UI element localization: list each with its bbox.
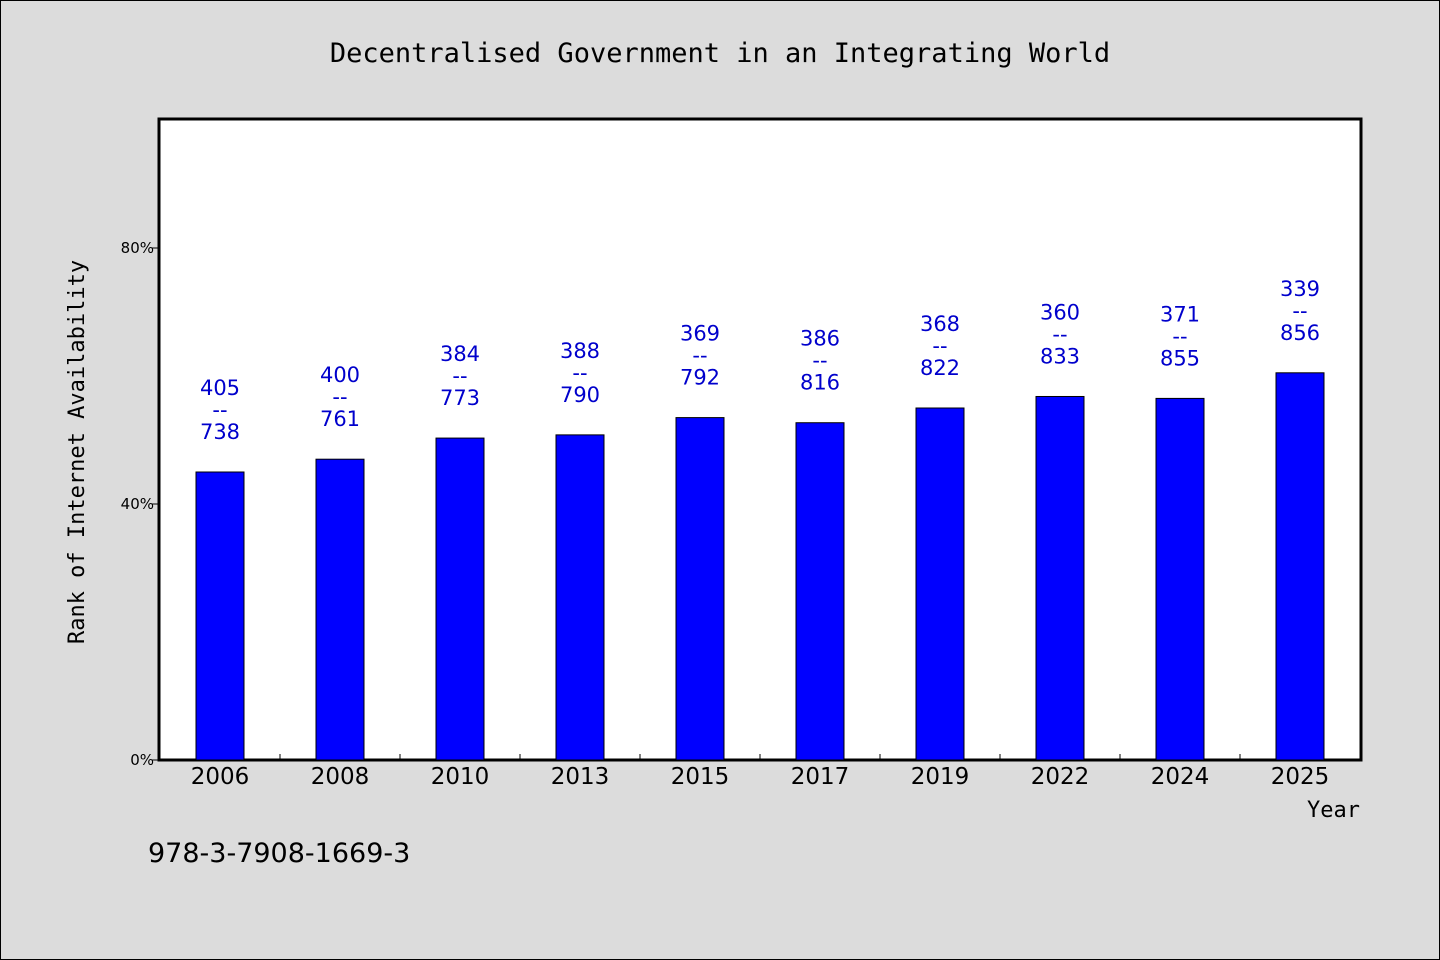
- bar-labels: 405--738400--761384--773388--790369--792…: [200, 277, 1320, 444]
- bar-label-separator: --: [1052, 322, 1067, 346]
- bar-label-separator: --: [1172, 324, 1187, 348]
- x-tick-label: 2025: [1271, 764, 1330, 790]
- bar-label-bottom: 833: [1040, 344, 1080, 368]
- footer-code: 978-3-7908-1669-3: [148, 838, 410, 869]
- x-tick-label: 2013: [551, 764, 610, 790]
- bar-label-top: 388: [560, 339, 600, 363]
- x-tick-label: 2006: [191, 764, 250, 790]
- bar: [315, 458, 365, 761]
- x-axis-label: Year: [1307, 798, 1360, 823]
- x-tick-label: 2015: [671, 764, 730, 790]
- bar: [675, 417, 725, 761]
- x-tick-label: 2024: [1151, 764, 1210, 790]
- bar-label-separator: --: [212, 398, 227, 422]
- bar-label-separator: --: [452, 364, 467, 388]
- bar: [795, 422, 845, 761]
- bar-label-bottom: 790: [560, 383, 600, 407]
- bar-label-top: 400: [320, 363, 360, 387]
- bar-label-top: 369: [680, 322, 720, 346]
- bar-label-top: 405: [200, 376, 240, 400]
- bar-label-bottom: 773: [440, 386, 480, 410]
- bars: [195, 372, 1325, 761]
- bar-label-separator: --: [332, 385, 347, 409]
- bar: [915, 407, 965, 761]
- y-axis: 0% 40% 80%: [121, 239, 160, 769]
- bar-label-separator: --: [692, 344, 707, 368]
- chart-title: Decentralised Government in an Integrati…: [330, 38, 1110, 69]
- bar-label-separator: --: [932, 334, 947, 358]
- bar-label-top: 386: [800, 327, 840, 351]
- bar-label-bottom: 761: [320, 407, 360, 431]
- bar: [555, 434, 605, 761]
- y-tick-label: 40%: [121, 495, 154, 513]
- bar-label-separator: --: [572, 361, 587, 385]
- bar-label-separator: --: [1292, 299, 1307, 323]
- bar-label-top: 339: [1280, 277, 1320, 301]
- bar: [1275, 372, 1325, 761]
- bar-label-top: 384: [440, 342, 480, 366]
- y-tick-label: 0%: [130, 751, 154, 769]
- bar-label-bottom: 816: [800, 371, 840, 395]
- bar-label-bottom: 855: [1160, 346, 1200, 370]
- bar: [1035, 395, 1085, 761]
- bar-label-bottom: 856: [1280, 321, 1320, 345]
- bar-label-bottom: 792: [680, 366, 720, 390]
- bar: [1155, 397, 1205, 761]
- bar: [435, 437, 485, 761]
- bar-label-bottom: 738: [200, 420, 240, 444]
- x-tick-label: 2022: [1031, 764, 1090, 790]
- bar: [195, 471, 245, 761]
- x-axis: 2006 2008 2010 2013 2015 2017 2019 2022 2024 2025: [191, 754, 1330, 790]
- x-tick-label: 2008: [311, 764, 370, 790]
- bar-label-top: 368: [920, 312, 960, 336]
- bar-label-top: 360: [1040, 300, 1080, 324]
- bar-label-top: 371: [1160, 302, 1200, 326]
- y-tick-label: 80%: [121, 239, 154, 257]
- x-tick-label: 2017: [791, 764, 850, 790]
- bar-label-bottom: 822: [920, 356, 960, 380]
- x-tick-label: 2010: [431, 764, 490, 790]
- y-axis-label: Rank of Internet Availability: [65, 260, 90, 644]
- bar-label-separator: --: [812, 349, 827, 373]
- x-tick-label: 2019: [911, 764, 970, 790]
